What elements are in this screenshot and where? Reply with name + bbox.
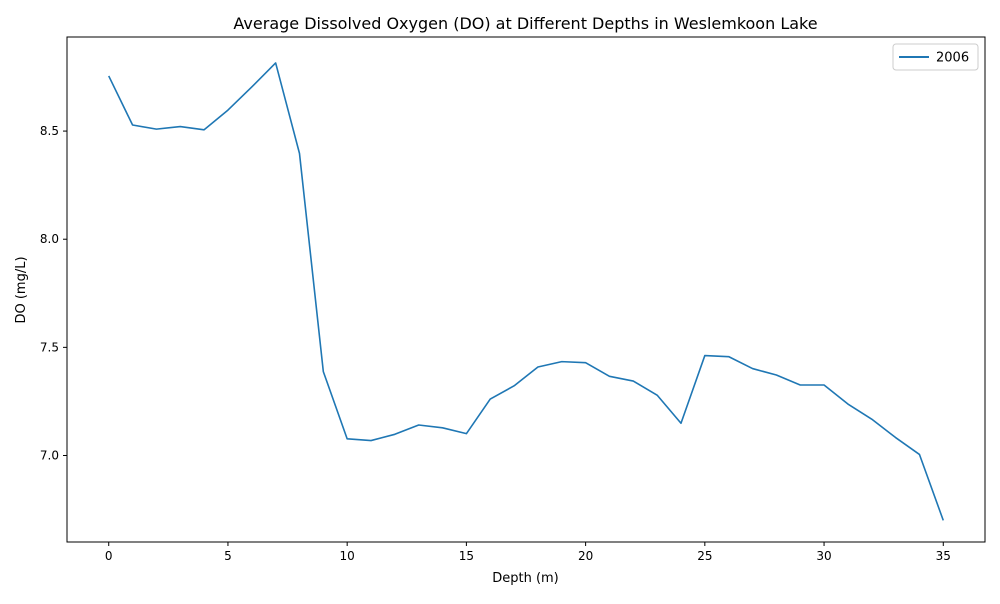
chart-title: Average Dissolved Oxygen (DO) at Differe… bbox=[233, 14, 817, 33]
y-tick-label: 7.5 bbox=[40, 340, 59, 354]
x-tick-label: 35 bbox=[936, 549, 951, 563]
x-tick-label: 20 bbox=[578, 549, 593, 563]
legend: 2006 bbox=[892, 43, 979, 71]
x-tick-label: 0 bbox=[105, 549, 113, 563]
y-tick-label: 8.5 bbox=[40, 124, 59, 138]
x-tick-label: 5 bbox=[224, 549, 232, 563]
legend-label-2006: 2006 bbox=[936, 51, 969, 66]
axes-frame bbox=[66, 36, 986, 543]
series-line-2006 bbox=[108, 62, 945, 521]
x-tick-label: 25 bbox=[697, 549, 712, 563]
x-tick-label: 15 bbox=[459, 549, 474, 563]
y-tick-label: 8.0 bbox=[40, 232, 59, 246]
x-tick-label: 30 bbox=[816, 549, 831, 563]
x-tick-label: 10 bbox=[340, 549, 355, 563]
y-axis-ticks: 7.0 7.5 8.0 8.5 bbox=[40, 124, 67, 462]
plot-area bbox=[108, 62, 945, 521]
legend-box bbox=[892, 43, 979, 71]
x-axis-label: Depth (m) bbox=[492, 571, 559, 586]
x-axis-ticks: 0 5 10 15 20 25 30 35 bbox=[105, 542, 951, 563]
y-tick-label: 7.0 bbox=[40, 448, 59, 462]
y-axis-label: DO (mg/L) bbox=[14, 256, 29, 323]
